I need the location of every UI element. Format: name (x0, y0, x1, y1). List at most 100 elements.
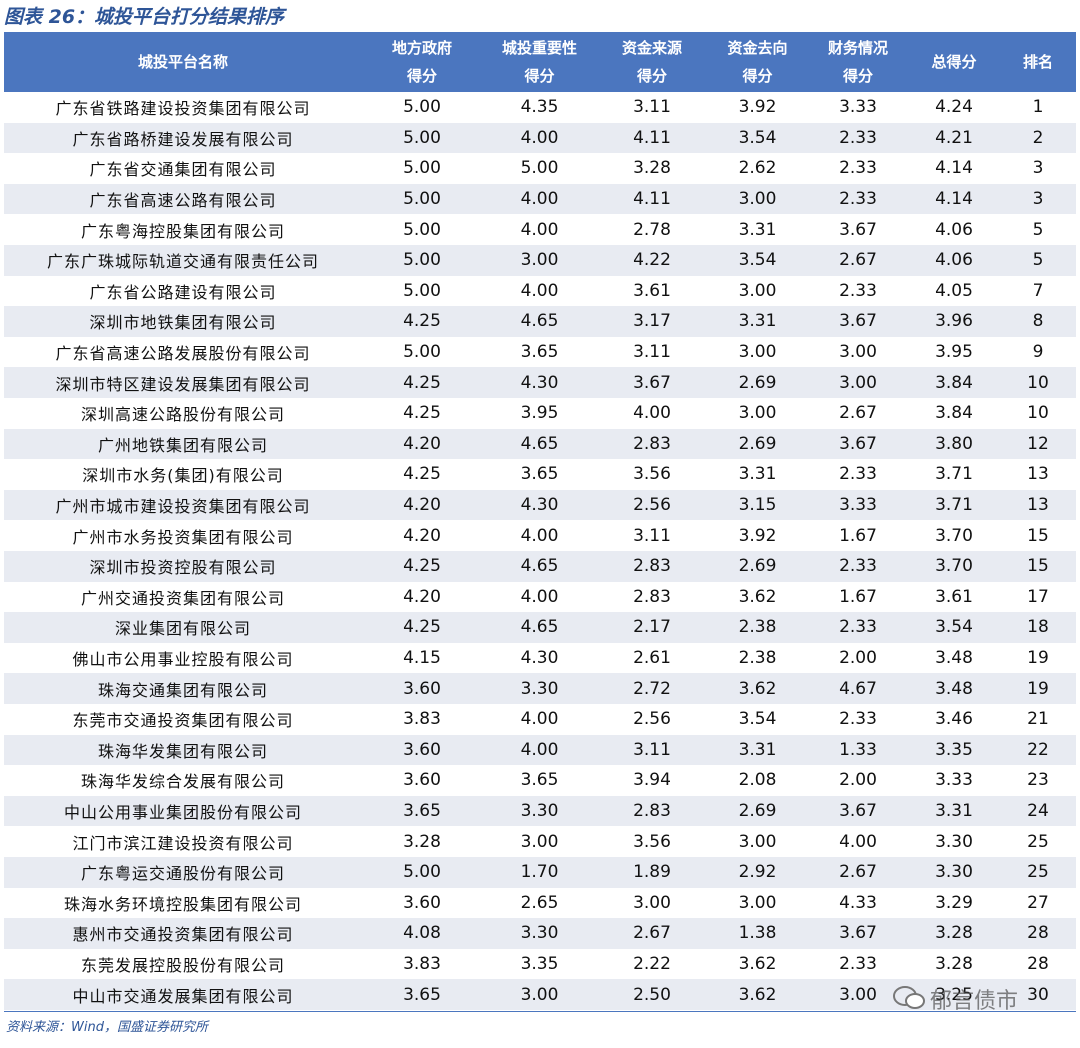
header-cell: 资金来源 得分 (597, 32, 707, 92)
table-cell: 4.20 (403, 525, 441, 546)
header-cell: 资金去向 得分 (707, 32, 808, 92)
table-cell: 4.22 (633, 250, 671, 271)
source-note: 资料来源：Wind，国盛证券研究所 (6, 1020, 208, 1035)
watermark: 郁言债市 (930, 989, 1019, 1014)
table-cell: 3.70 (935, 556, 973, 577)
table-cell: 3.31 (738, 464, 777, 485)
table-cell: 3.84 (935, 403, 973, 424)
header-line: 地方政府 (391, 39, 452, 57)
table-cell: 4.20 (403, 586, 441, 607)
table-cell: 2.67 (633, 923, 671, 944)
table-cell: 28 (1027, 954, 1049, 975)
table-cell: 13 (1027, 464, 1049, 485)
platform-name: 江门市滨江建设投资有限公司 (72, 833, 294, 853)
table-cell: 3.31 (738, 739, 777, 760)
table-cell: 4.00 (520, 219, 559, 240)
platform-name: 深圳市投资控股有限公司 (89, 558, 277, 578)
table-cell: 3.25 (935, 984, 973, 1005)
table-cell: 3.67 (839, 433, 877, 454)
header-line: 排名 (1022, 53, 1053, 71)
table-cell: 17 (1027, 586, 1049, 607)
table-cell: 3.62 (738, 984, 777, 1005)
table-cell: 27 (1027, 892, 1049, 913)
table-cell: 3.56 (633, 831, 671, 852)
row-stripe (4, 734, 1076, 766)
table-cell: 4.06 (935, 219, 973, 240)
table-cell: 3.00 (738, 342, 777, 363)
row-stripe (4, 428, 1076, 460)
platform-name: 佛山市公用事业控股有限公司 (72, 650, 294, 670)
header-line: 得分 (636, 67, 667, 85)
row-stripe (4, 795, 1076, 827)
row-stripe (4, 489, 1076, 521)
platform-name: 珠海华发综合发展有限公司 (80, 772, 285, 792)
table-cell: 1.89 (633, 862, 671, 883)
table-cell: 3.61 (935, 586, 973, 607)
row-stripe (4, 612, 1076, 643)
header-line: 得分 (742, 67, 773, 85)
table-cell: 3.70 (935, 525, 973, 546)
table-cell: 2.33 (839, 709, 877, 730)
table-cell: 2.33 (839, 189, 877, 210)
platform-name: 广东粤海控股集团有限公司 (80, 221, 285, 241)
platform-name: 东莞市交通投资集团有限公司 (72, 711, 294, 731)
table-cell: 3.92 (738, 97, 777, 118)
table-cell: 3.67 (839, 219, 877, 240)
title: 图表 26：城投平台打分结果排序 (4, 6, 285, 28)
table-cell: 3.84 (935, 372, 973, 393)
platform-name: 广东粤运交通股份有限公司 (80, 864, 285, 884)
table-cell: 4.25 (403, 464, 441, 485)
table-cell: 5.00 (403, 127, 441, 148)
table-cell: 3.54 (738, 250, 777, 271)
table-cell: 3.00 (520, 984, 559, 1005)
platform-name: 深业集团有限公司 (114, 619, 251, 639)
table-cell: 3.30 (520, 923, 559, 944)
table-cell: 4.65 (520, 311, 559, 332)
table-cell: 4.00 (520, 586, 559, 607)
table-cell: 3.60 (403, 892, 441, 913)
header-line: 资金来源 (621, 39, 682, 57)
table-cell: 3.60 (403, 770, 441, 791)
row-stripe (4, 857, 1076, 888)
table-cell: 3.54 (738, 127, 777, 148)
header-line: 总得分 (931, 53, 977, 71)
header-cell: 排名 (1000, 32, 1076, 92)
table-cell: 4.25 (403, 372, 441, 393)
row-stripe (4, 306, 1076, 337)
table-cell: 3.83 (403, 709, 441, 730)
table-cell: 18 (1027, 617, 1049, 638)
table-cell: 15 (1027, 556, 1049, 577)
table-cell: 3.30 (520, 801, 559, 822)
header-row (4, 32, 1076, 92)
table-cell: 5.00 (403, 250, 441, 271)
table-cell: 3.15 (738, 495, 777, 516)
table-cell: 5.00 (403, 189, 441, 210)
platform-name: 深圳市特区建设发展集团有限公司 (55, 374, 311, 394)
table-cell: 2.69 (738, 433, 777, 454)
table-cell: 3.71 (935, 495, 973, 516)
header-line: 城投重要性 (501, 39, 577, 57)
table-cell: 3.35 (935, 739, 973, 760)
table-cell: 4.06 (935, 250, 973, 271)
table: 城投平台名称 地方政府 得分 城投重要性 得分 资金来源 得分 资金去向 得分 财务情况 得分 总得分… (4, 32, 1076, 1011)
table-cell: 2.83 (633, 433, 671, 454)
table-cell: 12 (1027, 433, 1049, 454)
table-cell: 30 (1027, 984, 1049, 1005)
platform-name: 深圳高速公路股份有限公司 (80, 405, 285, 425)
table-cell: 5.00 (403, 342, 441, 363)
table-cell: 28 (1027, 923, 1049, 944)
table-cell: 25 (1027, 831, 1049, 852)
table-cell: 3.60 (403, 739, 441, 760)
table-cell: 3.54 (935, 617, 973, 638)
table-cell: 3.60 (403, 678, 441, 699)
table-cell: 5.00 (403, 97, 441, 118)
table-cell: 3.00 (633, 892, 671, 913)
table-cell: 3.67 (839, 923, 877, 944)
table-cell: 2.00 (839, 770, 877, 791)
table-cell: 2.61 (633, 648, 671, 669)
table-cell: 2.33 (839, 556, 877, 577)
table-cell: 4.30 (520, 648, 559, 669)
table-cell: 3.11 (633, 342, 671, 363)
platform-name: 广东省公路建设有限公司 (89, 282, 277, 302)
table-cell: 4.00 (520, 280, 559, 301)
